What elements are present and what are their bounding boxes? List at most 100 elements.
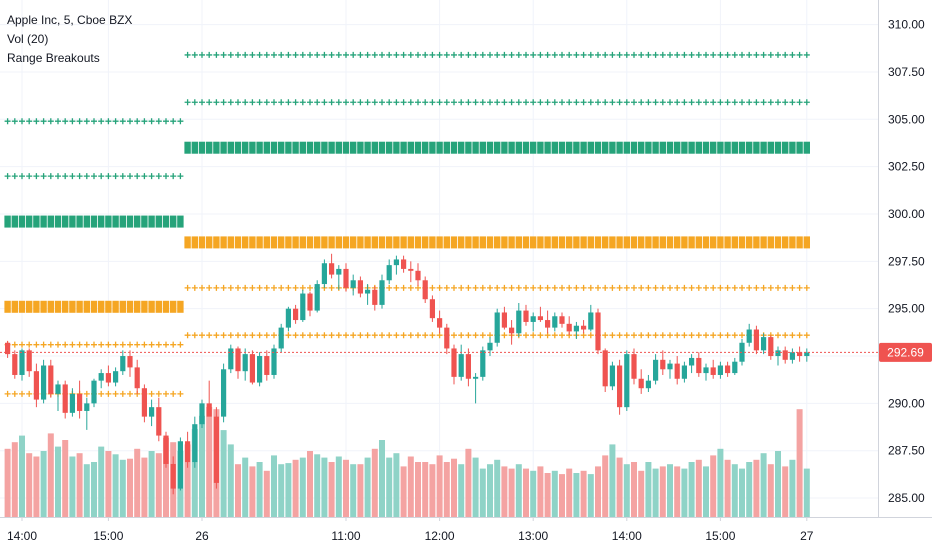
- candle-body[interactable]: [386, 265, 392, 281]
- candle-body[interactable]: [163, 435, 169, 464]
- legend-symbol[interactable]: Apple Inc, 5, Cboe BZX: [7, 13, 133, 27]
- candle-body[interactable]: [523, 310, 529, 322]
- candle-body[interactable]: [753, 329, 759, 351]
- time-axis[interactable]: 14:00 15:00 26 11:00 12:00 13:00 14:00 15:00 27: [7, 517, 814, 543]
- price-axis-bg[interactable]: [878, 0, 932, 517]
- candle-body[interactable]: [595, 312, 601, 351]
- candle-body[interactable]: [300, 293, 306, 321]
- candle-body[interactable]: [775, 350, 781, 357]
- candle-body[interactable]: [379, 280, 385, 305]
- candle-body[interactable]: [451, 348, 457, 377]
- candle-body[interactable]: [624, 354, 630, 408]
- candle-body[interactable]: [631, 354, 637, 379]
- legend-indicator[interactable]: Range Breakouts: [7, 51, 100, 65]
- candle-body[interactable]: [689, 357, 695, 366]
- candle-body[interactable]: [458, 354, 464, 377]
- candle-body[interactable]: [149, 407, 155, 417]
- candle-body[interactable]: [653, 359, 659, 381]
- candle-body[interactable]: [617, 365, 623, 408]
- candle-body[interactable]: [293, 308, 299, 321]
- candle-body[interactable]: [357, 280, 363, 294]
- candle-body[interactable]: [530, 316, 536, 322]
- candle-body[interactable]: [33, 371, 39, 400]
- candle-body[interactable]: [221, 369, 227, 417]
- candle-body[interactable]: [120, 356, 126, 372]
- candle-body[interactable]: [350, 280, 356, 288]
- candle-body[interactable]: [703, 367, 709, 374]
- candle-body[interactable]: [84, 403, 90, 411]
- candle-body[interactable]: [271, 348, 277, 375]
- candle-body[interactable]: [645, 380, 651, 389]
- candle-body[interactable]: [77, 393, 83, 411]
- candle-body[interactable]: [336, 268, 342, 275]
- candle-body[interactable]: [487, 342, 493, 351]
- candle-body[interactable]: [444, 327, 450, 349]
- candle-body[interactable]: [127, 356, 133, 368]
- candle-body[interactable]: [573, 325, 579, 332]
- candle-body[interactable]: [156, 407, 162, 436]
- candle-body[interactable]: [264, 356, 270, 375]
- candles[interactable]: [5, 253, 810, 495]
- candle-body[interactable]: [422, 280, 428, 300]
- candle-body[interactable]: [761, 337, 767, 351]
- candle-body[interactable]: [732, 361, 738, 374]
- candle-body[interactable]: [674, 363, 680, 379]
- candle-body[interactable]: [660, 359, 666, 370]
- candle-body[interactable]: [170, 463, 176, 489]
- candle-body[interactable]: [667, 363, 673, 370]
- candle-body[interactable]: [710, 367, 716, 375]
- candle-body[interactable]: [19, 350, 25, 375]
- candle-body[interactable]: [235, 348, 241, 372]
- candle-body[interactable]: [321, 263, 327, 285]
- candle-body[interactable]: [609, 365, 615, 387]
- candle-body[interactable]: [566, 323, 572, 332]
- candle-body[interactable]: [242, 354, 248, 372]
- candle-body[interactable]: [12, 354, 18, 375]
- candle-body[interactable]: [552, 316, 558, 328]
- candle-body[interactable]: [91, 380, 97, 404]
- candle-body[interactable]: [213, 416, 219, 483]
- candle-body[interactable]: [314, 284, 320, 311]
- candle-body[interactable]: [602, 350, 608, 387]
- candle-body[interactable]: [437, 318, 443, 328]
- candle-body[interactable]: [782, 350, 788, 360]
- candle-body[interactable]: [725, 365, 731, 374]
- candle-body[interactable]: [98, 373, 104, 381]
- candle-body[interactable]: [113, 371, 119, 383]
- candle-body[interactable]: [105, 373, 111, 383]
- candle-body[interactable]: [797, 352, 803, 357]
- price-axis[interactable]: 285.00287.50290.00292.50295.00297.50300.…: [888, 18, 925, 505]
- candle-body[interactable]: [696, 357, 702, 374]
- candle-body[interactable]: [48, 365, 54, 394]
- candle-body[interactable]: [285, 308, 291, 328]
- candle-body[interactable]: [588, 312, 594, 330]
- candle-body[interactable]: [365, 289, 371, 294]
- candle-body[interactable]: [559, 316, 565, 324]
- legend-volume[interactable]: Vol (20): [7, 32, 49, 46]
- candle-body[interactable]: [393, 259, 399, 266]
- candle-body[interactable]: [307, 293, 313, 311]
- candle-body[interactable]: [408, 268, 414, 271]
- candle-body[interactable]: [192, 424, 198, 463]
- candle-body[interactable]: [199, 403, 205, 425]
- candle-body[interactable]: [401, 259, 407, 269]
- candle-body[interactable]: [41, 365, 47, 400]
- candle-body[interactable]: [134, 367, 140, 389]
- candle-body[interactable]: [69, 393, 75, 413]
- candle-body[interactable]: [185, 441, 191, 463]
- candle-body[interactable]: [249, 354, 255, 383]
- candle-body[interactable]: [278, 327, 284, 349]
- candle-body[interactable]: [537, 316, 543, 321]
- candle-body[interactable]: [55, 384, 61, 394]
- candle-body[interactable]: [768, 337, 774, 357]
- candle-body[interactable]: [329, 263, 335, 275]
- candle-body[interactable]: [717, 365, 723, 375]
- candle-body[interactable]: [177, 441, 183, 489]
- candle-body[interactable]: [545, 320, 551, 328]
- candle-body[interactable]: [480, 350, 486, 377]
- candle-body[interactable]: [465, 354, 471, 379]
- candle-body[interactable]: [746, 329, 752, 343]
- candle-body[interactable]: [509, 327, 515, 334]
- candle-body[interactable]: [494, 312, 500, 343]
